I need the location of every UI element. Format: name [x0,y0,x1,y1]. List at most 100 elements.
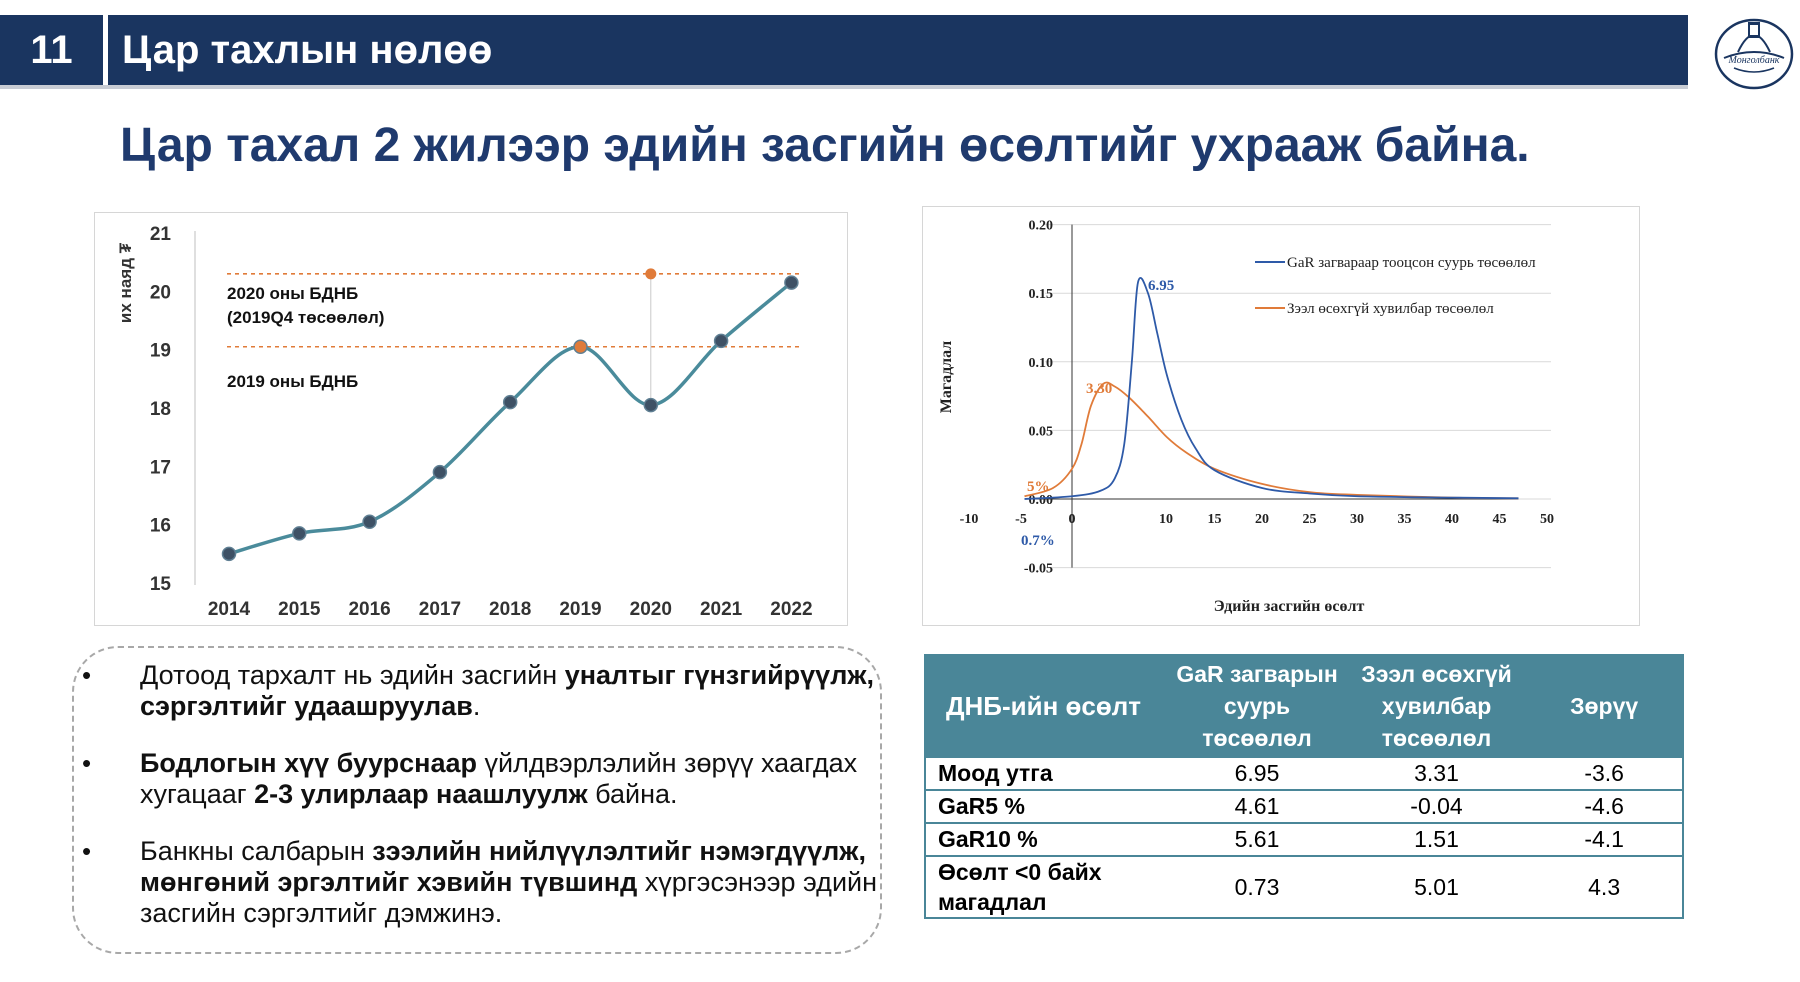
x-tick-label: 2021 [700,599,743,620]
x-tick-label: 2017 [419,599,461,620]
y-tick-label: 0.10 [1029,356,1054,371]
y-tick-label: 21 [150,224,172,245]
x-tick-label: 35 [1398,512,1412,527]
table-cell: -4.1 [1526,823,1683,857]
probability-label-no-credit: 5% [1027,479,1050,495]
table-cell: 5.01 [1346,856,1527,919]
x-tick-label: 45 [1493,512,1507,527]
bullet-item: • Банкны салбарын зээлийн нийлүүлэлтийг н… [74,836,880,929]
slide-number: 11 [0,15,103,85]
bullet-list: • Дотоод тархалт нь эдийн засгийн уналтыг… [74,660,880,929]
highlight-point-2020 [645,268,657,280]
bullet-dot-icon: • [82,660,92,690]
bullet-text-bold: Бодлогын хүү буурснаар [140,748,477,778]
table-header-cell: Зээл өсөхгүй хувилбар төсөөлөл [1346,654,1527,758]
x-tick-label: -5 [1015,512,1027,527]
bullet-item: • Бодлогын хүү буурснаар үйлдвэрлэлийн зө… [74,748,880,810]
reference-label-2019: 2019 оны БДНБ [227,372,358,391]
data-point [784,275,799,290]
y-axis-label: Магадлал [938,341,955,414]
y-tick-label: 0.15 [1029,287,1054,302]
bullet-text: хүргэсэнээр эдийн засгийн сэргэлтийг дэм… [140,867,878,928]
y-tick-label: 16 [150,516,171,537]
y-tick-label: 18 [150,399,171,420]
x-tick-label: 2020 [630,599,672,620]
x-tick-label: 2022 [770,599,812,620]
gar-table: ДНБ-ийн өсөлт GaR загварын суурь төсөөлө… [924,654,1684,919]
x-tick-label: -10 [960,512,979,527]
mode-label-no-credit: 3.30 [1086,381,1112,397]
y-tick-label: 20 [150,282,171,303]
gar-base-series-line [1024,276,1519,500]
mode-label-gar: 6.95 [1148,278,1174,294]
y-axis-label: их наяд ₮ [116,242,135,323]
bullet-text: Банкны салбарын [140,836,373,866]
bullet-text: үйлдвэрлэлийн зөрүү хаагдах хугацааг [140,748,858,809]
x-tick-label: 40 [1445,512,1459,527]
x-tick-label: 30 [1350,512,1364,527]
table-row: GaR5 % 4.61 -0.04 -4.6 [925,790,1683,824]
mongolbank-emblem-icon: Монголбанк [1714,18,1794,90]
bullet-dot-icon: • [82,748,92,778]
table-cell: -0.04 [1346,790,1527,824]
reference-label-2020: 2020 оны БДНБ [227,284,358,303]
table-cell: GaR5 % [925,790,1168,824]
gdp-series-line [228,281,793,556]
bullet-box: • Дотоод тархалт нь эдийн засгийн уналтыг… [72,646,882,954]
bullet-text: Дотоод тархалт нь эдийн засгийн [140,660,565,690]
bullet-text: байна. [587,779,678,809]
x-tick-label: 2015 [278,599,321,620]
bullet-dot-icon: • [82,836,92,866]
table-cell: Моод утга [925,758,1168,791]
table-cell: -4.6 [1526,790,1683,824]
x-tick-label: 2016 [348,599,390,620]
data-point [221,546,237,562]
y-tick-label: 0.05 [1029,424,1054,439]
table-row: Моод утга 6.95 3.31 -3.6 [925,758,1683,791]
table-row: GaR10 % 5.61 1.51 -4.1 [925,823,1683,857]
table-cell: 4.61 [1167,790,1347,824]
table-header-row: ДНБ-ийн өсөлт GaR загварын суурь төсөөлө… [925,654,1683,758]
x-tick-label: 10 [1159,512,1173,527]
table-cell: 4.3 [1526,856,1683,919]
data-point [713,333,729,349]
reference-label-2020-sub: (2019Q4 төсөөлөл) [227,308,384,327]
data-point [573,339,588,354]
data-point [643,397,659,413]
x-tick-label: 50 [1540,512,1554,527]
x-tick-label: 2019 [559,599,601,620]
no-credit-series-line [1024,381,1519,500]
table-header-cell: GaR загварын суурь төсөөлөл [1167,654,1347,758]
x-tick-label: 25 [1303,512,1317,527]
y-tick-label: 19 [150,341,171,362]
table-cell: -3.6 [1526,758,1683,791]
gar-density-chart: -0.05 0.00 0.05 0.10 0.15 0.20 -10 -5 0 10 15 20 25 3… [938,219,1554,615]
bullet-text-bold: 2-3 улирлаар наашлуулж [254,779,588,809]
table-cell: 1.51 [1346,823,1527,857]
slide-subtitle: Цар тахал 2 жилээр эдийн засгийн өсөлтий… [120,119,1530,172]
x-axis-label: Эдийн засгийн өсөлт [1214,598,1365,615]
table-cell: 5.61 [1167,823,1347,857]
table-header-cell: ДНБ-ийн өсөлт [925,654,1168,758]
bullet-item: • Дотоод тархалт нь эдийн засгийн уналтыг… [74,660,880,722]
x-tick-label: 0 [1069,512,1076,527]
probability-label-gar: 0.7% [1021,533,1055,549]
bullet-text-bold: зээлийн нийлүүлэлтийг нэмэгдүүлж, мөнгөн… [140,836,866,897]
legend-label: Зээл өсөхгүй хувилбар төсөөлөл [1287,301,1494,317]
data-point [362,514,377,529]
y-tick-label: 17 [150,457,171,478]
x-tick-label: 2018 [489,599,531,620]
bullet-text: . [472,691,481,721]
header-shadow [0,85,1688,89]
x-tick-label: 2014 [208,599,251,620]
bullet-text-bold: уналтыг гүнзгийрүүлж, сэргэлтийг удаашру… [140,660,874,721]
y-tick-label: -0.05 [1024,562,1053,577]
table-cell: 0.73 [1167,856,1347,919]
data-point [432,464,448,480]
y-tick-label: 0.20 [1029,219,1054,234]
y-tick-label: 15 [150,574,172,595]
gdp-line-chart-panel: 15 16 17 18 19 20 21 2014 2015 2016 2017 2018 2019 20… [94,212,848,626]
table-row: Өсөлт <0 байх магадлал 0.73 5.01 4.3 [925,856,1683,919]
table-cell: 3.31 [1346,758,1527,791]
